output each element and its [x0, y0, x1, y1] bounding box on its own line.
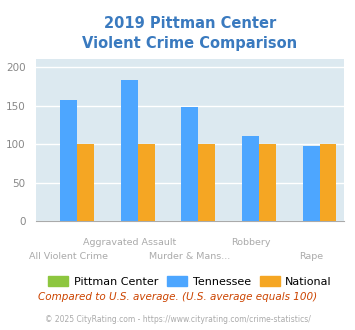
Bar: [138, 144, 155, 221]
Bar: [77, 144, 94, 221]
Text: Robbery: Robbery: [231, 238, 270, 247]
Legend: Pittman Center, Tennessee, National: Pittman Center, Tennessee, National: [44, 272, 336, 292]
Text: Compared to U.S. average. (U.S. average equals 100): Compared to U.S. average. (U.S. average …: [38, 292, 317, 302]
Bar: [302, 146, 320, 221]
Title: 2019 Pittman Center
Violent Crime Comparison: 2019 Pittman Center Violent Crime Compar…: [82, 16, 297, 51]
Text: Rape: Rape: [299, 252, 323, 261]
Bar: [242, 136, 259, 221]
Text: Aggravated Assault: Aggravated Assault: [83, 238, 176, 247]
Bar: [60, 100, 77, 221]
Bar: [259, 144, 276, 221]
Bar: [320, 144, 337, 221]
Bar: [181, 107, 198, 221]
Text: © 2025 CityRating.com - https://www.cityrating.com/crime-statistics/: © 2025 CityRating.com - https://www.city…: [45, 315, 310, 324]
Text: Murder & Mans...: Murder & Mans...: [149, 252, 230, 261]
Bar: [198, 144, 215, 221]
Text: All Violent Crime: All Violent Crime: [29, 252, 108, 261]
Bar: [121, 80, 138, 221]
